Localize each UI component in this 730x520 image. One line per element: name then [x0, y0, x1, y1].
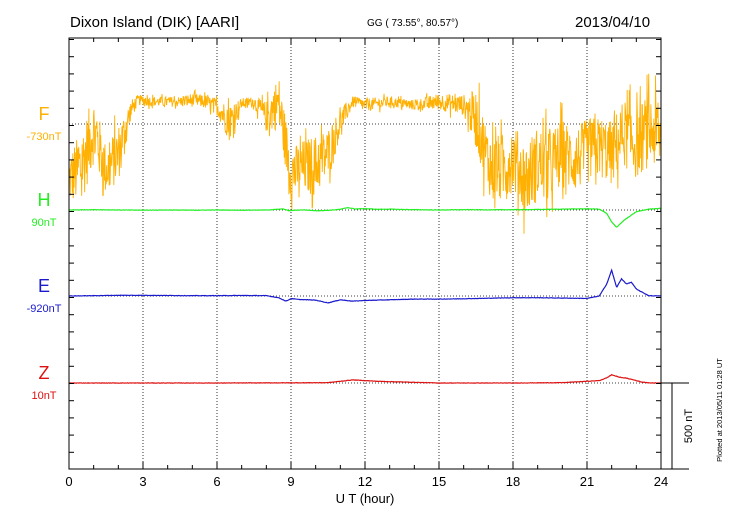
scale-bar: 500 nT — [661, 382, 695, 470]
series-baseline-z: 10nT — [31, 390, 56, 402]
y-axis-ticks — [69, 39, 661, 453]
series-line-f — [69, 73, 661, 234]
station-coords: GG ( 73.55°, 80.57°) — [367, 18, 458, 29]
series-name-f: F — [39, 104, 50, 124]
series-baseline-h: 90nT — [31, 217, 56, 229]
x-tick-label: 12 — [358, 474, 372, 489]
x-tick-label: 3 — [139, 474, 146, 489]
series-line-h — [69, 207, 661, 228]
chart-title: Dixon Island (DIK) [AARI] — [70, 14, 239, 31]
x-axis-label: U T (hour) — [336, 491, 395, 506]
series-layer — [69, 73, 661, 384]
plotted-note: Plotted at 2013/05/11 01:28 UT — [715, 358, 724, 462]
x-tick-label: 0 — [65, 474, 72, 489]
scale-bar-label: 500 nT — [683, 409, 695, 444]
series-line-z — [69, 373, 661, 384]
x-tick-label: 9 — [287, 474, 294, 489]
series-name-e: E — [38, 276, 50, 296]
x-tick-label: 18 — [506, 474, 520, 489]
x-tick-label: 24 — [654, 474, 668, 489]
series-line-e — [69, 268, 661, 304]
series-labels: F -730nT H 90nT E -920nT Z 10nT — [27, 104, 62, 402]
x-axis-ticks: 0 3 6 9 12 15 18 21 24 — [65, 38, 668, 489]
series-baseline-f: -730nT — [27, 131, 62, 143]
x-tick-label: 6 — [213, 474, 220, 489]
series-name-z: Z — [39, 363, 50, 383]
chart-date: 2013/04/10 — [575, 14, 650, 31]
series-name-h: H — [38, 190, 51, 210]
series-baseline-e: -920nT — [27, 303, 62, 315]
x-tick-label: 15 — [432, 474, 446, 489]
x-tick-label: 21 — [580, 474, 594, 489]
